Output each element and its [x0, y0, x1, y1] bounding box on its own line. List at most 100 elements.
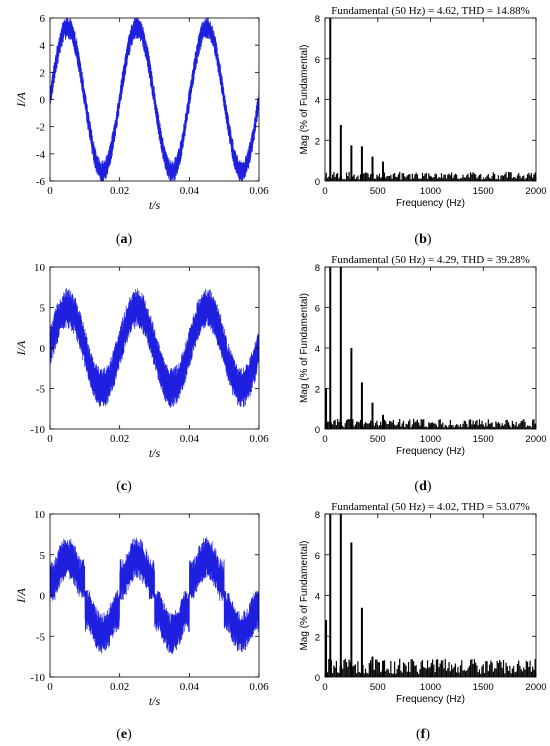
- series-d: [325, 267, 536, 429]
- y-tick-label: 0: [315, 425, 320, 436]
- y-tick-label: -10: [30, 424, 45, 436]
- panel-label-d: (d): [414, 479, 431, 494]
- axes-box: [324, 17, 537, 182]
- x-tick-label: 0: [47, 185, 53, 197]
- series-f: [325, 514, 536, 677]
- x-tick-label: 1000: [420, 682, 441, 693]
- x-tick-label: 0: [322, 434, 327, 445]
- series-a: [50, 18, 259, 181]
- y-tick-label: 0: [315, 177, 320, 188]
- y-tick-label: 8: [315, 14, 320, 25]
- panel-label-a: (a): [116, 232, 133, 247]
- y-axis-title: I/A: [14, 588, 28, 604]
- x-tick-label: 0.06: [249, 185, 269, 197]
- x-tick-label: 0.06: [249, 433, 269, 445]
- y-tick-label: 0: [40, 95, 46, 107]
- waveform-fundamental: [50, 307, 259, 389]
- y-tick-label: -5: [36, 631, 46, 643]
- panel-label-f: (f): [416, 727, 430, 742]
- y-tick-label: 6: [40, 13, 46, 25]
- y-tick-label: 8: [315, 510, 320, 521]
- x-tick-label: 500: [370, 682, 386, 693]
- x-tick-label: 1000: [420, 186, 441, 197]
- x-tick-label: 0: [47, 681, 53, 693]
- series-b: [325, 18, 536, 181]
- y-axis-title: Mag (% of Fundamental): [299, 44, 310, 154]
- x-axis-title: Frequency (Hz): [396, 198, 465, 209]
- x-tick-label: 2000: [525, 186, 546, 197]
- y-axis-title: I/A: [14, 340, 28, 356]
- panel-label-e: (e): [116, 727, 132, 742]
- x-tick-label: 0.06: [249, 681, 269, 693]
- x-tick-label: 2000: [525, 682, 546, 693]
- x-tick-label: 2000: [525, 434, 546, 445]
- x-tick-label: 0.02: [110, 681, 129, 693]
- y-tick-label: 2: [315, 385, 320, 396]
- y-tick-label: 10: [34, 509, 46, 521]
- axes-box: [324, 513, 537, 678]
- x-axis-title: t/s: [149, 446, 161, 460]
- chart-c: 0 0.02 0.04 0.06 -10 -5 0 5 10 t/s I/A: [14, 262, 269, 460]
- chart-b: 0 500 1000 1500 2000 0 2 4 6 8 Frequency (Hz) Mag (…: [299, 5, 547, 209]
- waveform-fundamental: [50, 26, 259, 173]
- y-tick-label: 4: [315, 96, 320, 107]
- y-axis-title: Mag (% of Fundamental): [299, 540, 310, 650]
- y-tick-label: -4: [36, 149, 46, 161]
- y-tick-label: -5: [36, 384, 46, 396]
- axes-box: [324, 266, 537, 430]
- x-tick-label: 0.02: [110, 433, 129, 445]
- y-axis-title: Mag (% of Fundamental): [299, 293, 310, 403]
- x-tick-label: 1500: [473, 682, 494, 693]
- chart-a: 0 0.02 0.04 0.06 -6 -4 -2 0 2 4 6 t/s I/A: [14, 13, 269, 212]
- y-tick-label: 2: [315, 632, 320, 643]
- y-tick-label: 5: [40, 550, 46, 562]
- y-tick-label: -10: [30, 672, 45, 684]
- x-axis-title: Frequency (Hz): [396, 694, 465, 705]
- y-tick-label: 0: [315, 673, 320, 684]
- waveform-fundamental: [50, 557, 259, 634]
- y-tick-label: -6: [36, 176, 46, 188]
- series-c: [50, 288, 259, 408]
- x-axis-title: Frequency (Hz): [396, 446, 465, 457]
- x-tick-label: 0: [322, 682, 327, 693]
- y-tick-label: 0: [40, 343, 46, 355]
- y-tick-label: 2: [315, 136, 320, 147]
- chart-d: 0 500 1000 1500 2000 0 2 4 6 8 Frequency (Hz) Mag (…: [299, 254, 547, 457]
- y-tick-label: 6: [315, 55, 320, 66]
- x-tick-label: 0.02: [110, 185, 129, 197]
- x-tick-label: 1500: [473, 434, 494, 445]
- y-tick-label: 4: [315, 592, 320, 603]
- y-axis-title: I/A: [14, 92, 28, 108]
- x-tick-label: 0.04: [180, 681, 200, 693]
- x-tick-label: 500: [370, 434, 386, 445]
- x-tick-label: 500: [370, 186, 386, 197]
- x-tick-label: 0.04: [180, 185, 200, 197]
- chart-e: 0 0.02 0.04 0.06 -10 -5 0 5 10 t/s I/A: [14, 509, 269, 708]
- y-tick-label: 6: [315, 551, 320, 562]
- y-tick-label: 4: [40, 40, 46, 52]
- x-tick-label: 1000: [420, 434, 441, 445]
- series-e: [50, 537, 259, 654]
- chart-f: 0 500 1000 1500 2000 0 2 4 6 8 Frequency (Hz) Mag (…: [299, 501, 547, 705]
- x-tick-label: 0: [47, 433, 53, 445]
- panel-label-b: (b): [414, 232, 431, 247]
- plot-title: Fundamental (50 Hz) = 4.29, THD = 39.28%: [331, 254, 530, 266]
- plot-title: Fundamental (50 Hz) = 4.62, THD = 14.88%: [331, 5, 530, 17]
- y-tick-label: 8: [315, 263, 320, 274]
- y-tick-label: 6: [315, 304, 320, 315]
- x-axis-title: t/s: [149, 198, 161, 212]
- y-tick-label: 4: [315, 344, 320, 355]
- plot-title: Fundamental (50 Hz) = 4.02, THD = 53.07%: [331, 501, 530, 513]
- y-tick-label: 5: [40, 303, 46, 315]
- y-tick-label: -2: [36, 122, 45, 134]
- x-tick-label: 1500: [473, 186, 494, 197]
- y-tick-label: 0: [40, 591, 46, 603]
- panel-label-c: (c): [116, 479, 132, 494]
- x-tick-label: 0.04: [180, 433, 200, 445]
- y-tick-label: 2: [40, 67, 46, 79]
- y-tick-label: 10: [34, 262, 46, 274]
- x-axis-title: t/s: [149, 694, 161, 708]
- x-tick-label: 0: [322, 186, 327, 197]
